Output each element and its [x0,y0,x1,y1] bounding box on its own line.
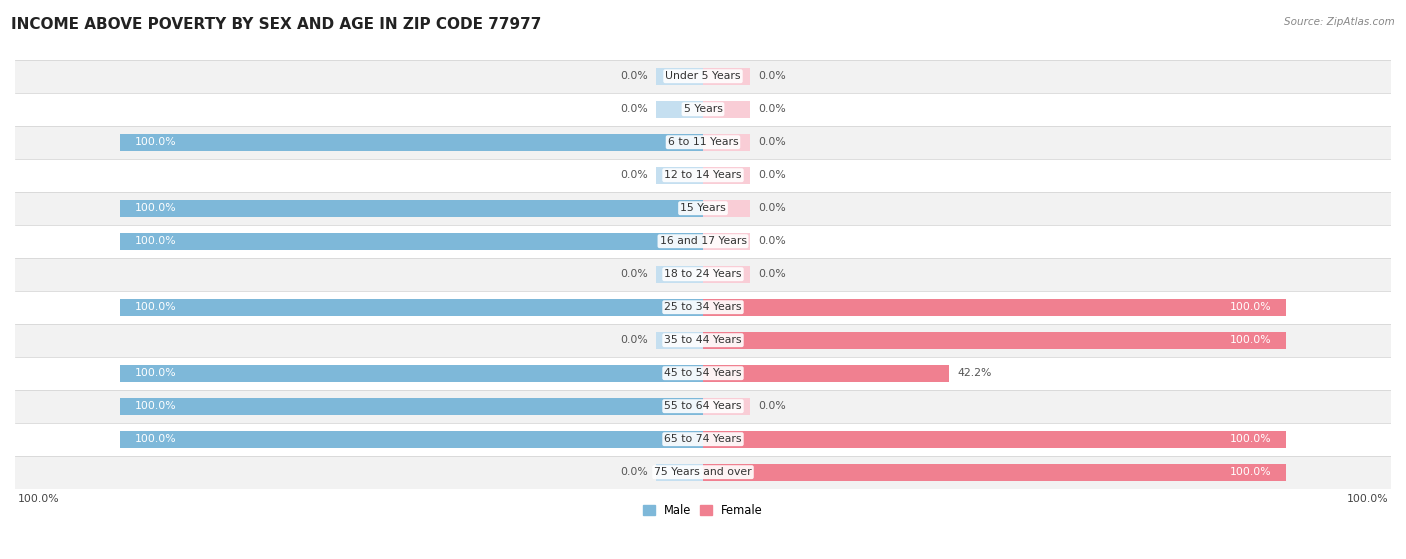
Bar [703,266,749,283]
Bar [657,101,703,118]
Bar [657,167,703,184]
Bar [703,430,1286,448]
Bar [15,357,1391,390]
Text: 42.2%: 42.2% [957,368,993,378]
Bar [120,430,703,448]
Text: 100.0%: 100.0% [135,434,176,444]
Bar [15,126,1391,159]
Bar [657,331,703,349]
Text: 12 to 14 Years: 12 to 14 Years [664,170,742,180]
Text: 0.0%: 0.0% [620,335,648,345]
Bar [703,167,749,184]
Bar [120,233,703,250]
Text: 100.0%: 100.0% [1347,494,1388,504]
Text: 15 Years: 15 Years [681,203,725,213]
Bar [15,159,1391,192]
Bar [703,200,749,217]
Bar [703,463,1286,481]
Text: 100.0%: 100.0% [1230,434,1271,444]
Bar [15,192,1391,225]
Bar [703,233,749,250]
Bar [120,364,703,382]
Text: 100.0%: 100.0% [135,401,176,411]
Text: 0.0%: 0.0% [620,71,648,81]
Bar [15,390,1391,423]
Text: 6 to 11 Years: 6 to 11 Years [668,137,738,147]
Bar [120,134,703,151]
Bar [703,397,749,415]
Bar [15,93,1391,126]
Text: 45 to 54 Years: 45 to 54 Years [664,368,742,378]
Bar [657,463,703,481]
Bar [15,258,1391,291]
Text: 100.0%: 100.0% [18,494,59,504]
Text: INCOME ABOVE POVERTY BY SEX AND AGE IN ZIP CODE 77977: INCOME ABOVE POVERTY BY SEX AND AGE IN Z… [11,17,541,32]
Text: 5 Years: 5 Years [683,104,723,114]
Bar [15,456,1391,489]
Bar [703,101,749,118]
Text: 100.0%: 100.0% [135,368,176,378]
Bar [703,299,1286,316]
Text: 100.0%: 100.0% [135,137,176,147]
Text: 100.0%: 100.0% [1230,335,1271,345]
Text: 0.0%: 0.0% [758,203,786,213]
Bar [703,134,749,151]
Bar [15,423,1391,456]
Bar [120,200,703,217]
Text: 25 to 34 Years: 25 to 34 Years [664,302,742,312]
Text: 100.0%: 100.0% [1230,467,1271,477]
Text: Under 5 Years: Under 5 Years [665,71,741,81]
Text: 0.0%: 0.0% [758,137,786,147]
Text: 16 and 17 Years: 16 and 17 Years [659,236,747,246]
Bar [120,299,703,316]
Text: 100.0%: 100.0% [1230,302,1271,312]
Text: 0.0%: 0.0% [758,269,786,279]
Text: 35 to 44 Years: 35 to 44 Years [664,335,742,345]
Text: 0.0%: 0.0% [758,236,786,246]
Text: 100.0%: 100.0% [135,203,176,213]
Text: 55 to 64 Years: 55 to 64 Years [664,401,742,411]
Text: 0.0%: 0.0% [620,269,648,279]
Text: 0.0%: 0.0% [758,170,786,180]
Text: 100.0%: 100.0% [135,236,176,246]
Text: Source: ZipAtlas.com: Source: ZipAtlas.com [1284,17,1395,27]
Bar [15,291,1391,324]
Bar [703,331,1286,349]
Text: 18 to 24 Years: 18 to 24 Years [664,269,742,279]
Text: 0.0%: 0.0% [758,104,786,114]
Legend: Male, Female: Male, Female [638,499,768,522]
Bar [703,364,949,382]
Text: 100.0%: 100.0% [135,302,176,312]
Text: 0.0%: 0.0% [758,71,786,81]
Text: 0.0%: 0.0% [620,104,648,114]
Bar [120,397,703,415]
Bar [657,68,703,85]
Text: 65 to 74 Years: 65 to 74 Years [664,434,742,444]
Bar [657,266,703,283]
Text: 0.0%: 0.0% [758,401,786,411]
Text: 75 Years and over: 75 Years and over [654,467,752,477]
Bar [15,324,1391,357]
Bar [15,60,1391,93]
Text: 0.0%: 0.0% [620,170,648,180]
Bar [15,225,1391,258]
Text: 0.0%: 0.0% [620,467,648,477]
Bar [703,68,749,85]
